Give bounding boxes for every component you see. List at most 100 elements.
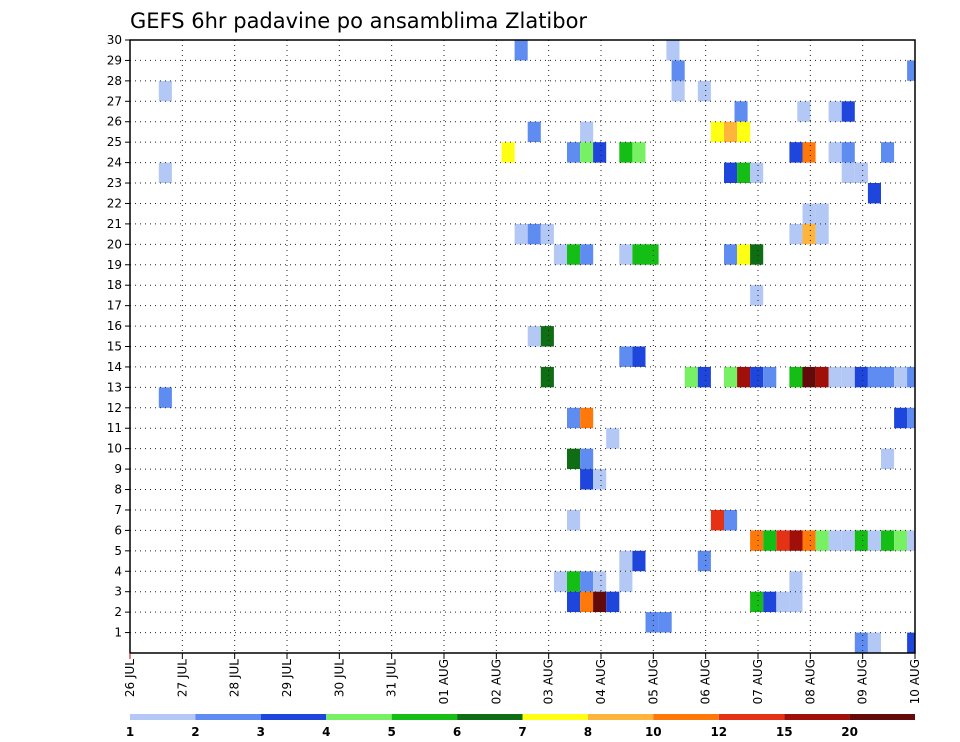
heatmap-cell <box>750 591 764 613</box>
colorbar-label: 7 <box>518 725 526 739</box>
heatmap-cell <box>684 366 698 388</box>
heatmap-cell <box>553 244 567 265</box>
heatmap-cell <box>776 530 790 551</box>
heatmap-cell <box>567 591 581 613</box>
heatmap-cell <box>867 366 881 388</box>
heatmap-cell <box>737 244 751 265</box>
y-tick-label: 23 <box>107 176 122 190</box>
x-tick-label: 09 AUG <box>856 659 870 704</box>
heatmap-cell <box>854 366 868 388</box>
heatmap-cell <box>737 366 751 388</box>
x-tick-label: 06 AUG <box>699 659 713 704</box>
colorbar-swatch <box>718 714 785 720</box>
x-tick-label: 10 AUG <box>908 659 922 704</box>
plot-frame <box>129 39 916 654</box>
y-tick-label: 13 <box>107 380 122 394</box>
heatmap-cell <box>671 60 685 81</box>
heatmap-cell <box>894 530 908 551</box>
y-tick-label: 30 <box>107 33 122 47</box>
heatmap-cell <box>750 366 764 388</box>
colorbar-swatch <box>849 714 915 720</box>
heatmap-cell <box>567 571 581 592</box>
heatmap-cell <box>867 632 881 653</box>
heatmap-cell <box>854 530 868 551</box>
colorbar-swatch <box>391 714 458 720</box>
colorbar-swatch <box>195 714 261 720</box>
heatmap-cell <box>158 162 172 183</box>
x-tick-label: 07 AUG <box>751 659 765 704</box>
heatmap-cell <box>802 203 816 224</box>
heatmap-cell <box>697 366 711 388</box>
heatmap-cell <box>828 101 842 122</box>
chart-title: GEFS 6hr padavine po ansamblima Zlatibor <box>130 9 587 33</box>
heatmap-cell <box>789 366 803 388</box>
x-tick-label: 26 JUL <box>123 659 137 697</box>
heatmap-cell <box>907 632 915 653</box>
heatmap-cell <box>763 591 777 613</box>
colorbar-swatch <box>522 714 588 720</box>
heatmap-cell <box>789 530 803 551</box>
x-tick-label: 04 AUG <box>594 659 608 704</box>
x-tick-label: 02 AUG <box>489 659 503 704</box>
heatmap-cell <box>619 550 633 572</box>
heatmap-cell <box>724 121 738 143</box>
grid-lines <box>130 40 915 653</box>
y-tick-label: 4 <box>114 564 122 578</box>
x-tick-label: 29 JUL <box>280 659 294 697</box>
heatmap-cell <box>593 591 607 613</box>
y-tick-label: 24 <box>107 156 122 170</box>
heatmap-cell <box>593 142 607 163</box>
heatmap-cell <box>606 428 620 449</box>
heatmap-cell <box>815 223 829 245</box>
heatmap-cell <box>501 142 515 163</box>
heatmap-cell <box>907 366 915 388</box>
heatmap-cell <box>606 591 620 613</box>
heatmap-cell <box>580 469 594 490</box>
heatmap-cell <box>567 510 581 531</box>
colorbar-swatch <box>457 714 523 720</box>
heatmap-cell <box>645 612 659 633</box>
heatmap-cell <box>697 550 711 572</box>
heatmap-cell <box>907 530 915 551</box>
colorbar-swatch <box>130 714 196 720</box>
y-tick-label: 9 <box>114 462 122 476</box>
y-tick-label: 5 <box>114 544 122 558</box>
heatmap-cell <box>619 142 633 163</box>
colorbar-label: 1 <box>126 725 134 739</box>
heatmap-cell <box>580 448 594 470</box>
colorbar-label: 5 <box>388 725 396 739</box>
heatmap-cell <box>815 366 829 388</box>
heatmap-cell <box>527 121 541 143</box>
colorbar-label: 20 <box>841 725 858 739</box>
heatmap-cell <box>724 162 738 183</box>
heatmap-cell <box>907 407 915 429</box>
heatmap-cell <box>671 80 685 102</box>
heatmap-cell <box>158 80 172 102</box>
heatmap-cell <box>828 530 842 551</box>
x-axis: 26 JUL 27 JUL 28 JUL 29 JUL 30 JUL 31 JUL 01 A… <box>123 653 922 704</box>
x-tick-label: 03 AUG <box>542 659 556 704</box>
heatmap-cell <box>750 285 764 306</box>
heatmap-cell <box>666 40 680 61</box>
heatmap-cell <box>789 571 803 592</box>
y-tick-label: 8 <box>114 483 122 497</box>
heatmap-cell <box>645 244 659 265</box>
heatmap-cell <box>580 407 594 429</box>
heatmap-cell <box>710 510 724 531</box>
colorbar-label: 8 <box>584 725 592 739</box>
heatmap-cell <box>841 162 855 183</box>
y-tick-label: 22 <box>107 196 122 210</box>
heatmap-cell <box>750 530 764 551</box>
heatmap-cell <box>593 469 607 490</box>
colorbar-label: 15 <box>776 725 793 739</box>
y-tick-label: 7 <box>114 503 122 517</box>
heatmap-cell <box>841 366 855 388</box>
heatmap-cell <box>854 162 868 183</box>
colorbar-label: 10 <box>645 725 662 739</box>
heatmap-cell <box>802 142 816 163</box>
colorbar-swatch <box>653 714 719 720</box>
heatmap-cell <box>841 142 855 163</box>
heatmap-cell <box>580 591 594 613</box>
y-tick-label: 15 <box>107 340 122 354</box>
y-tick-label: 12 <box>107 401 122 415</box>
